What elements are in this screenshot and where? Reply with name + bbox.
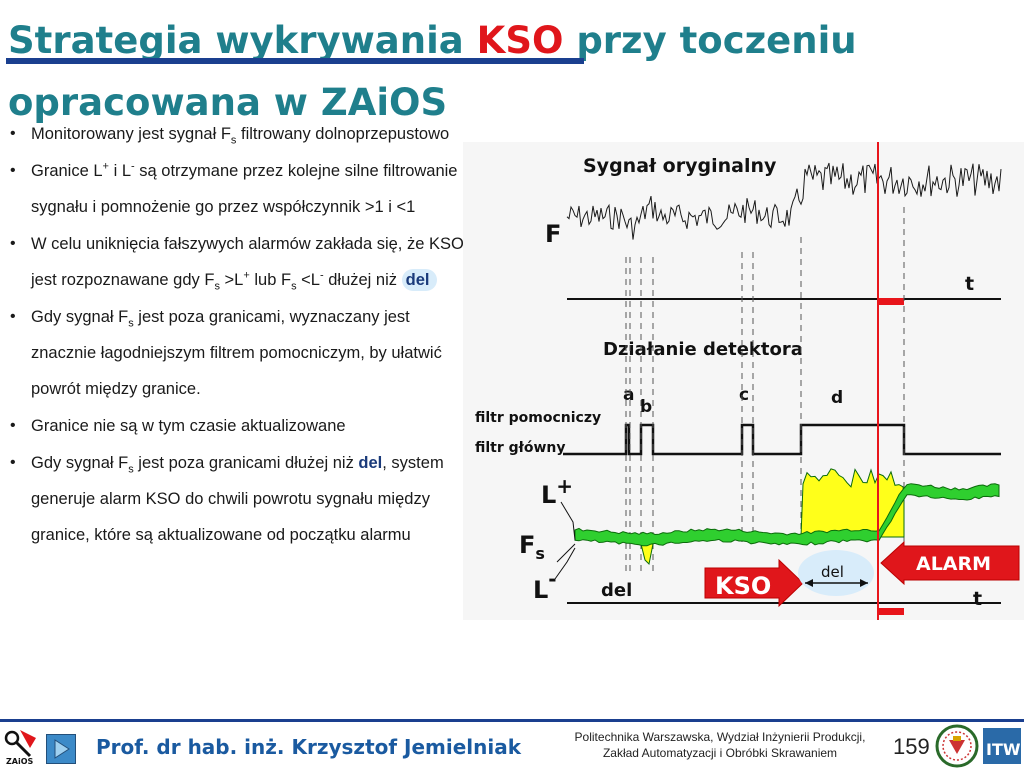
bullet-text: Granice nie są w tym czasie aktualizowan… xyxy=(31,417,346,435)
signal-axis-label: F xyxy=(545,220,561,248)
fs-letter: F xyxy=(519,531,535,559)
bullet-item-3: W celu uniknięcia fałszywych alarmów zak… xyxy=(8,226,476,298)
del-label-left: del xyxy=(601,580,632,601)
subscript: s xyxy=(128,317,134,330)
itw-logo: ITW xyxy=(983,728,1021,764)
bullet-item-2: Granice L+ i L- są otrzymane przez kolej… xyxy=(8,153,476,225)
event-label-a: a xyxy=(623,385,634,405)
del-span-arrow-right xyxy=(860,579,868,587)
bullet-item-4: Gdy sygnał Fs jest poza granicami, wyzna… xyxy=(8,299,476,407)
logo-text: ZAiOS xyxy=(6,757,34,766)
kso-arrow-label: KSO xyxy=(715,572,771,600)
bullet-text: Granice L xyxy=(31,162,103,180)
del-bubble xyxy=(798,550,874,596)
footer-rule xyxy=(0,719,1024,722)
lower-limit-label: L- xyxy=(533,567,557,604)
event-label-c: c xyxy=(739,385,749,405)
logo-handle xyxy=(14,740,32,758)
bullet-text: lub F xyxy=(249,271,292,289)
aux-filter-label: filtr pomocniczy xyxy=(475,410,601,426)
lower-limit-sup: - xyxy=(548,567,556,591)
bullet-text: dłużej niż xyxy=(323,271,402,289)
signal-title: Sygnał oryginalny xyxy=(583,155,777,177)
university-seal-icon xyxy=(935,724,979,768)
time-label-top: t xyxy=(965,273,974,295)
bullet-text: Gdy sygnał F xyxy=(31,454,129,472)
zaios-logo: ZAiOS xyxy=(4,730,36,766)
alarm-arrow xyxy=(880,540,1020,586)
institution-line-1: Politechnika Warszawska, Wydział Inżynie… xyxy=(574,730,866,744)
bullet-text: filtrowany dolnoprzepustowo xyxy=(236,125,450,143)
play-icon xyxy=(54,739,70,759)
alarm-marker-top xyxy=(878,298,904,305)
next-slide-button[interactable] xyxy=(46,734,76,764)
itw-logo-bg xyxy=(983,728,1021,764)
bullet-text: Monitorowany jest sygnał F xyxy=(31,125,231,143)
lower-limit-letter: L xyxy=(533,576,548,604)
upper-limit-label: L+ xyxy=(541,474,573,509)
bullet-text: i L xyxy=(108,162,131,180)
del-highlight: del xyxy=(401,269,438,291)
upper-limit-sup: + xyxy=(556,474,573,498)
logo-red-shape xyxy=(20,730,36,748)
bullet-text: >L xyxy=(219,271,244,289)
del-bubble-label: del xyxy=(821,563,844,581)
alarm-arrow-label: ALARM xyxy=(916,553,991,575)
superscript: - xyxy=(131,160,135,173)
subscript: s xyxy=(214,280,220,293)
fs-sub: s xyxy=(535,544,545,563)
bullet-text: , system generuje alarm KSO do chwili po… xyxy=(31,454,444,544)
kso-arrow xyxy=(704,558,804,608)
bullet-item-6: Gdy sygnał Fs jest poza granicami dłużej… xyxy=(8,445,476,553)
event-label-d: d xyxy=(831,388,843,408)
upper-limit-letter: L xyxy=(541,481,556,509)
institution: Politechnika Warszawska, Wydział Inżynie… xyxy=(560,729,880,761)
lower-limit-pointer xyxy=(554,547,576,580)
bullet-item-5: Granice nie są w tym czasie aktualizowan… xyxy=(8,408,476,444)
title-underline xyxy=(6,58,584,64)
del-bold: del xyxy=(358,454,383,472)
detector-diagram: Sygnał oryginalny F t Działanie detektor… xyxy=(463,142,1024,620)
bullet-text: są otrzymane przez kolejne silne filtrow… xyxy=(31,162,458,216)
subscript: s xyxy=(230,134,237,147)
fs-label: Fs xyxy=(519,531,545,563)
subscript: s xyxy=(291,280,297,293)
logo-ring xyxy=(4,730,20,746)
threshold-exceed-fill xyxy=(800,468,905,538)
fs-pointer xyxy=(556,543,576,563)
itw-logo-text: ITW xyxy=(986,740,1021,759)
subscript: s xyxy=(128,463,134,476)
detector-title: Działanie detektora xyxy=(603,339,803,360)
limit-band xyxy=(574,483,1000,547)
superscript: + xyxy=(243,269,250,282)
bullet-text: jest poza granicami dłużej niż xyxy=(133,454,359,472)
bullet-list: Monitorowany jest sygnał Fs filtrowany d… xyxy=(8,116,476,554)
bullet-text: W celu uniknięcia fałszywych alarmów zak… xyxy=(31,235,464,289)
bullet-item-1: Monitorowany jest sygnał Fs filtrowany d… xyxy=(8,116,476,152)
author-name: Prof. dr hab. inż. Krzysztof Jemielniak xyxy=(96,735,522,759)
event-guides xyxy=(625,207,905,572)
page-number: 159 xyxy=(893,734,930,759)
upper-limit-pointer xyxy=(560,501,576,541)
event-label-b: b xyxy=(640,397,652,417)
alarm-marker-bottom xyxy=(878,608,904,615)
raw-signal-trace xyxy=(566,162,1002,240)
main-filter-label: filtr główny xyxy=(475,440,566,456)
time-label-bottom: t xyxy=(973,588,982,610)
title-accent: KSO xyxy=(476,19,564,62)
bullet-text: Gdy sygnał F xyxy=(31,308,129,326)
del-span-arrow-left xyxy=(805,579,813,587)
bullet-text: <L xyxy=(296,271,320,289)
superscript: - xyxy=(319,269,324,282)
detector-state-line xyxy=(563,423,1001,456)
title-part-1: Strategia wykrywania xyxy=(8,19,477,62)
institution-line-2: Zakład Automatyzacji i Obróbki Skrawanie… xyxy=(602,746,838,760)
superscript: + xyxy=(102,160,109,173)
bullet-text: jest poza granicami, wyznaczany jest zna… xyxy=(31,308,442,398)
